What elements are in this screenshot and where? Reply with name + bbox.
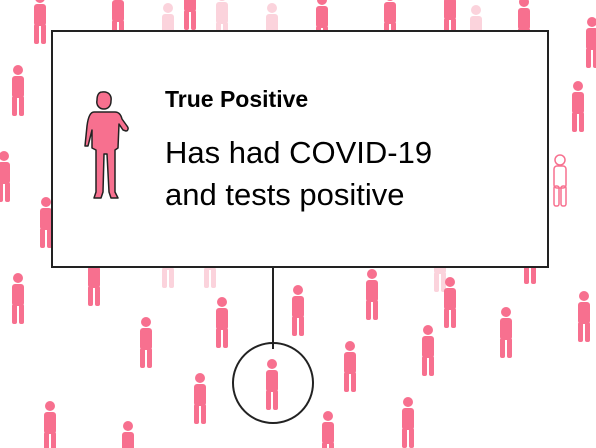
person-figure [12, 273, 24, 324]
person-figure [444, 277, 456, 328]
person-figure [344, 341, 356, 392]
person-figure [44, 401, 56, 448]
description-line: and tests positive [165, 177, 405, 212]
person-figure [140, 317, 152, 368]
connector-line [272, 268, 274, 349]
person-figure [0, 151, 10, 202]
person-figure [402, 397, 414, 448]
person-figure [572, 81, 584, 132]
person-figure [500, 307, 512, 358]
legend-card: True Positive Has had COVID-19 and tests… [51, 30, 549, 268]
person-figure [422, 325, 434, 376]
card-title: True Positive [165, 86, 309, 112]
person-figure [12, 65, 24, 116]
outlined-figure [553, 154, 567, 207]
person-silhouette-icon [84, 91, 129, 199]
person-figure [578, 291, 590, 342]
person-figure [216, 297, 228, 348]
person-figure [194, 373, 206, 424]
person-figure [184, 0, 196, 30]
person-figure [292, 285, 304, 336]
person-figure [322, 411, 334, 448]
person-figure [366, 269, 378, 320]
person-figure [122, 421, 134, 448]
person-figure [586, 17, 596, 68]
description-line: Has had COVID-19 [165, 135, 433, 170]
person-figure [34, 0, 46, 44]
card-description: Has had COVID-19 and tests positive [165, 132, 432, 216]
highlight-circle [232, 342, 314, 424]
